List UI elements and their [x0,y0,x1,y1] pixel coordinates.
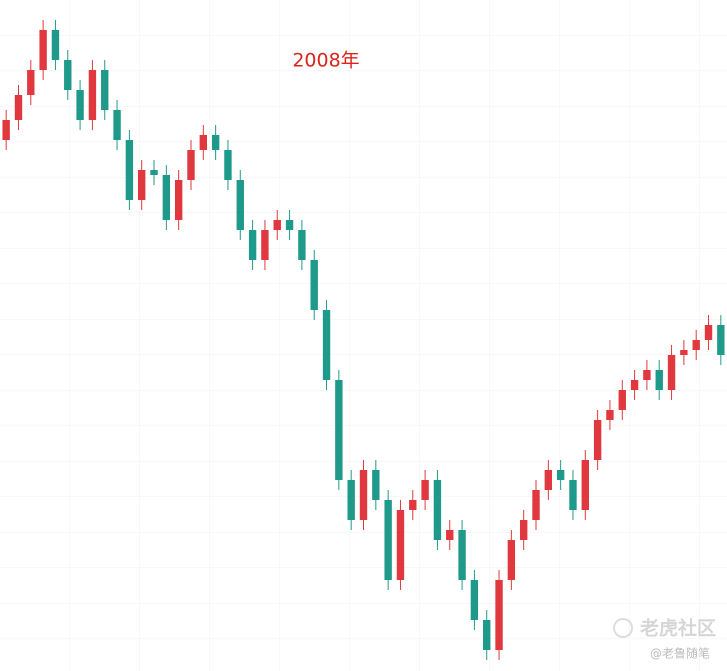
candle-body [2,120,10,140]
candle-body [470,580,479,620]
candle-body [433,480,442,540]
candle-body [458,530,466,580]
candle-body [692,340,700,350]
candle-body [236,180,244,230]
candle-body [618,390,626,410]
candle-body [409,500,417,510]
candle-body [162,175,171,220]
candle-body [51,30,60,60]
candle-body [717,325,725,355]
candle-body [64,60,72,90]
candle-body [384,500,392,580]
candle-body [298,230,306,260]
candle-body [211,135,220,150]
candle-body [113,110,121,140]
chart-title: 2008年 [292,50,359,72]
candle-body [680,350,688,355]
candle-body [581,460,589,510]
candle-body [88,70,97,120]
candle-body [27,70,35,95]
candle-body [285,220,294,230]
candle-body [704,325,713,340]
candle-body [507,540,516,580]
candle-body [569,480,577,510]
candle-body [101,70,109,110]
candle-body [532,490,540,520]
candle-body [372,470,380,500]
candle-body [544,470,553,490]
candle-body [483,620,491,650]
candle-body [150,170,158,175]
candle-body [14,95,23,120]
candle-body [261,230,269,260]
candle-body [421,480,429,500]
candle-body [187,150,195,180]
candle-body [39,30,47,70]
watermark-author: @老鲁随笔 [650,646,710,661]
logo [613,618,633,638]
candle-body [593,420,602,460]
candle-body [322,310,331,380]
candle-body [396,510,405,580]
candle-body [347,480,355,520]
candle-body [655,370,663,390]
candle-body [630,380,639,390]
candle-body [310,260,318,310]
candle-body [519,520,528,540]
candle-body [446,530,454,540]
candle-body [76,90,84,120]
candle-body [199,135,208,150]
candle-body [667,355,676,390]
candle-body [643,370,651,380]
candle-body [495,580,503,650]
candle-body [335,380,343,480]
candle-body [138,170,146,200]
candle-body [125,140,134,200]
candle-body [224,150,232,180]
watermark-brand: 老虎社区 [640,617,716,640]
candle-body [248,230,257,260]
candle-body [556,470,565,480]
candle-body [359,470,368,520]
candle-body [273,220,281,230]
candle-body [174,180,183,220]
candle-body [606,410,614,420]
